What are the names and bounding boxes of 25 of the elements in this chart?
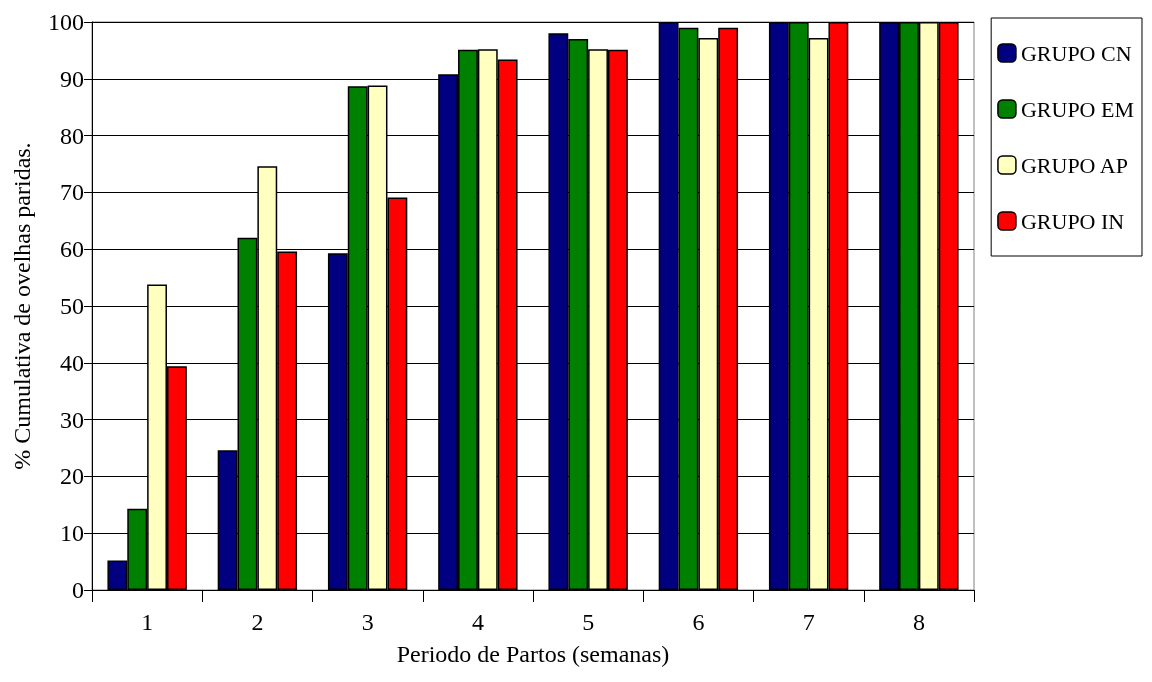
x-tick-label: 3 [361,609,374,635]
legend-label: GRUPO IN [1020,208,1125,234]
y-tick-label: 20 [60,463,84,490]
y-tick-label: 60 [60,236,84,263]
x-tick-label: 5 [582,609,595,635]
x-tick-label: 2 [251,609,264,635]
y-axis-title: % Cumulativa de ovelhas paridas. [9,142,35,470]
y-tick-label: 30 [60,406,84,433]
x-tick-label: 7 [802,609,815,635]
y-tick-label: 70 [60,179,84,206]
x-tick-label: 6 [692,609,705,635]
y-tick-label: 40 [60,349,84,376]
y-tick-label: 90 [60,65,84,92]
y-tick-label: 50 [60,293,84,319]
x-tick-label: 4 [471,609,484,635]
x-tick-label: 8 [912,609,925,635]
x-tick-label: 1 [141,609,154,635]
legend-label: GRUPO EM [1020,96,1135,122]
y-tick-label: 10 [60,520,84,547]
legend-label: GRUPO CN [1020,40,1132,66]
y-tick-label: 80 [60,122,84,149]
y-tick-label: 0 [72,577,84,603]
y-tick-label: 100 [48,9,84,35]
legend-label: GRUPO AP [1020,152,1128,178]
x-axis-title: Periodo de Partos (semanas) [396,641,670,667]
